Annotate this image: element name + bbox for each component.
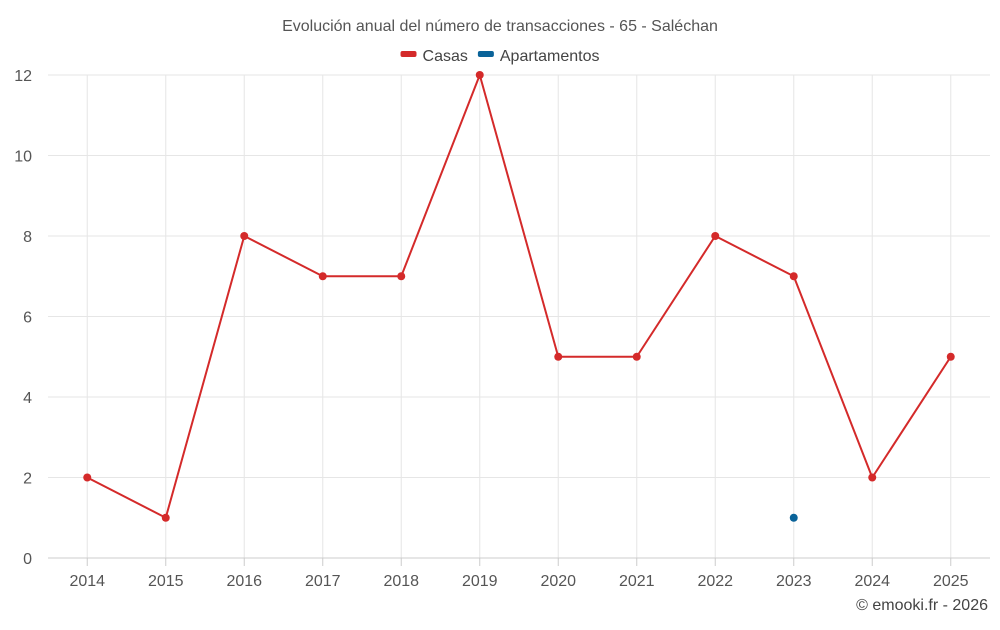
data-point[interactable]: [318, 272, 327, 281]
legend-swatch: [400, 51, 417, 57]
x-tick-label: 2016: [226, 573, 262, 590]
x-tick-label: 2019: [462, 573, 498, 590]
x-tick-label: 2020: [540, 573, 576, 590]
series-casas: [83, 71, 955, 522]
data-point[interactable]: [83, 473, 92, 482]
data-point[interactable]: [397, 272, 406, 281]
data-point[interactable]: [946, 352, 955, 361]
y-tick-label: 6: [23, 310, 32, 327]
x-tick-label: 2022: [697, 573, 733, 590]
data-point[interactable]: [240, 232, 249, 240]
y-tick-label: 0: [23, 551, 32, 568]
data-point[interactable]: [789, 272, 798, 281]
data-point[interactable]: [554, 352, 563, 361]
x-tick-label: 2024: [854, 573, 890, 590]
y-tick-label: 10: [14, 149, 32, 166]
series-apartamentos: [789, 513, 798, 522]
y-tick-label: 2: [23, 471, 32, 488]
data-point[interactable]: [475, 71, 484, 79]
x-tick-label: 2014: [69, 573, 105, 590]
legend-label: Casas: [423, 48, 468, 65]
credit-text: © emooki.fr - 2026: [856, 597, 988, 614]
x-tick-label: 2021: [619, 573, 655, 590]
y-tick-label: 4: [23, 390, 32, 407]
chart-title: Evolución anual del número de transaccio…: [282, 18, 718, 35]
data-point[interactable]: [711, 232, 720, 240]
y-axis: 0 2 4 6 8 10 12: [14, 68, 32, 568]
legend-swatch: [477, 51, 494, 57]
y-tick-label: 8: [23, 229, 32, 246]
data-point[interactable]: [868, 473, 877, 482]
grid: [48, 74, 990, 559]
legend-item-casas[interactable]: Casas: [400, 48, 468, 65]
series-line: [86, 74, 952, 519]
data-point[interactable]: [632, 352, 641, 361]
legend-label: Apartamentos: [500, 48, 600, 65]
legend-item-apartamentos[interactable]: Apartamentos: [477, 48, 600, 65]
series-layer: [83, 71, 955, 522]
data-point[interactable]: [789, 513, 798, 522]
data-point[interactable]: [161, 513, 170, 522]
x-tick-label: 2017: [305, 573, 341, 590]
legend: Casas Apartamentos: [400, 48, 600, 65]
x-axis: 2014 2015 2016 2017 2018 2019 2020 2021 2022 2023…: [69, 558, 969, 590]
x-tick-label: 2015: [148, 573, 184, 590]
y-tick-label: 12: [14, 68, 32, 85]
x-tick-label: 2018: [383, 573, 419, 590]
x-tick-label: 2023: [776, 573, 812, 590]
x-tick-label: 2025: [933, 573, 969, 590]
